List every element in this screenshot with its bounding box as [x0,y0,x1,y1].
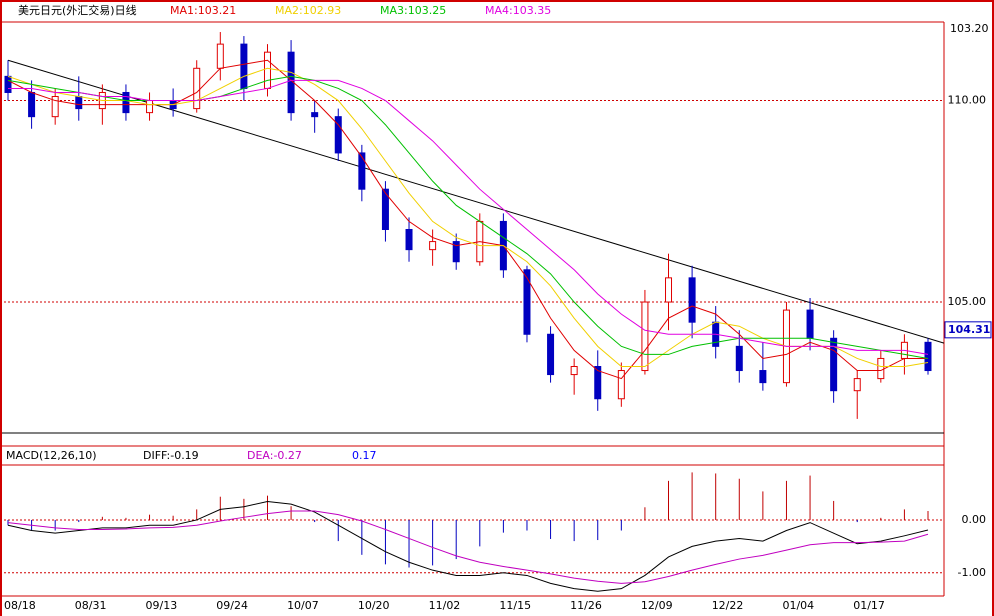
x-tick-label: 08/31 [75,599,107,612]
x-tick-label: 11/15 [499,599,531,612]
chart-title: 美元日元(外汇交易)日线 [18,3,137,17]
candle-body [405,228,413,251]
candle-body [381,188,389,230]
candle-body [570,366,578,376]
candle-body [759,370,767,384]
x-tick-label: 11/02 [429,599,461,612]
x-tick-label: 10/07 [287,599,319,612]
legend-entry: 0.17 [352,449,377,462]
candle-body [641,301,649,372]
legend-entry: DIFF:-0.19 [143,449,199,462]
indicator-line [7,500,929,592]
candle-body [547,333,555,376]
candle-body [735,345,743,372]
candle-body [617,370,625,400]
candle-body [853,378,861,392]
x-tick-label: 09/13 [146,599,178,612]
indicator-line [7,510,929,584]
y-tick-label: -1.00 [958,566,986,579]
legend-entry: MA2:102.93 [275,4,341,17]
legend-entry: MA1:103.21 [170,4,236,17]
candle-body [877,357,885,380]
candle-body [216,43,224,69]
candle-body [523,269,531,335]
last-price-label: 104.31 [948,323,990,336]
candle-body [28,91,36,118]
candle-body [51,96,59,118]
candle-body [924,341,932,372]
y-tick-label: 110.00 [948,94,987,107]
x-tick-label: 12/22 [712,599,744,612]
candle-body [240,43,248,89]
candle-body [263,51,271,89]
indicator-line [7,67,929,368]
candle-body [311,112,319,118]
scale-top-label: 103.20 [950,22,989,35]
x-tick-label: 01/17 [853,599,885,612]
candle-body [594,366,602,400]
candle-body [122,91,130,114]
y-tick-label: 105.00 [948,295,987,308]
trendline [7,59,945,344]
candle-body [146,100,154,114]
candle-body [830,337,838,392]
x-tick-label: 10/20 [358,599,390,612]
candle-body [193,67,201,110]
x-tick-label: 11/26 [570,599,602,612]
indicator-line [8,79,929,355]
x-tick-label: 08/18 [4,599,36,612]
macd-title: MACD(12,26,10) [6,449,97,462]
last-price-box [944,321,992,339]
legend-entry: DEA:-0.27 [247,449,302,462]
candle-body [806,309,814,339]
candle-body [429,241,437,251]
candle-body [665,277,673,303]
candle-body [688,277,696,323]
candle-body [358,152,366,190]
candle-body [334,116,342,154]
x-tick-label: 09/24 [216,599,248,612]
x-tick-label: 12/09 [641,599,673,612]
legend-entry: MA4:103.35 [485,4,551,17]
candle-body [452,241,460,263]
candle-body [75,96,83,110]
legend-entry: MA3:103.25 [380,4,446,17]
y-tick-label: 0.00 [962,513,987,526]
candle-body [4,75,12,93]
x-tick-label: 01/04 [782,599,814,612]
